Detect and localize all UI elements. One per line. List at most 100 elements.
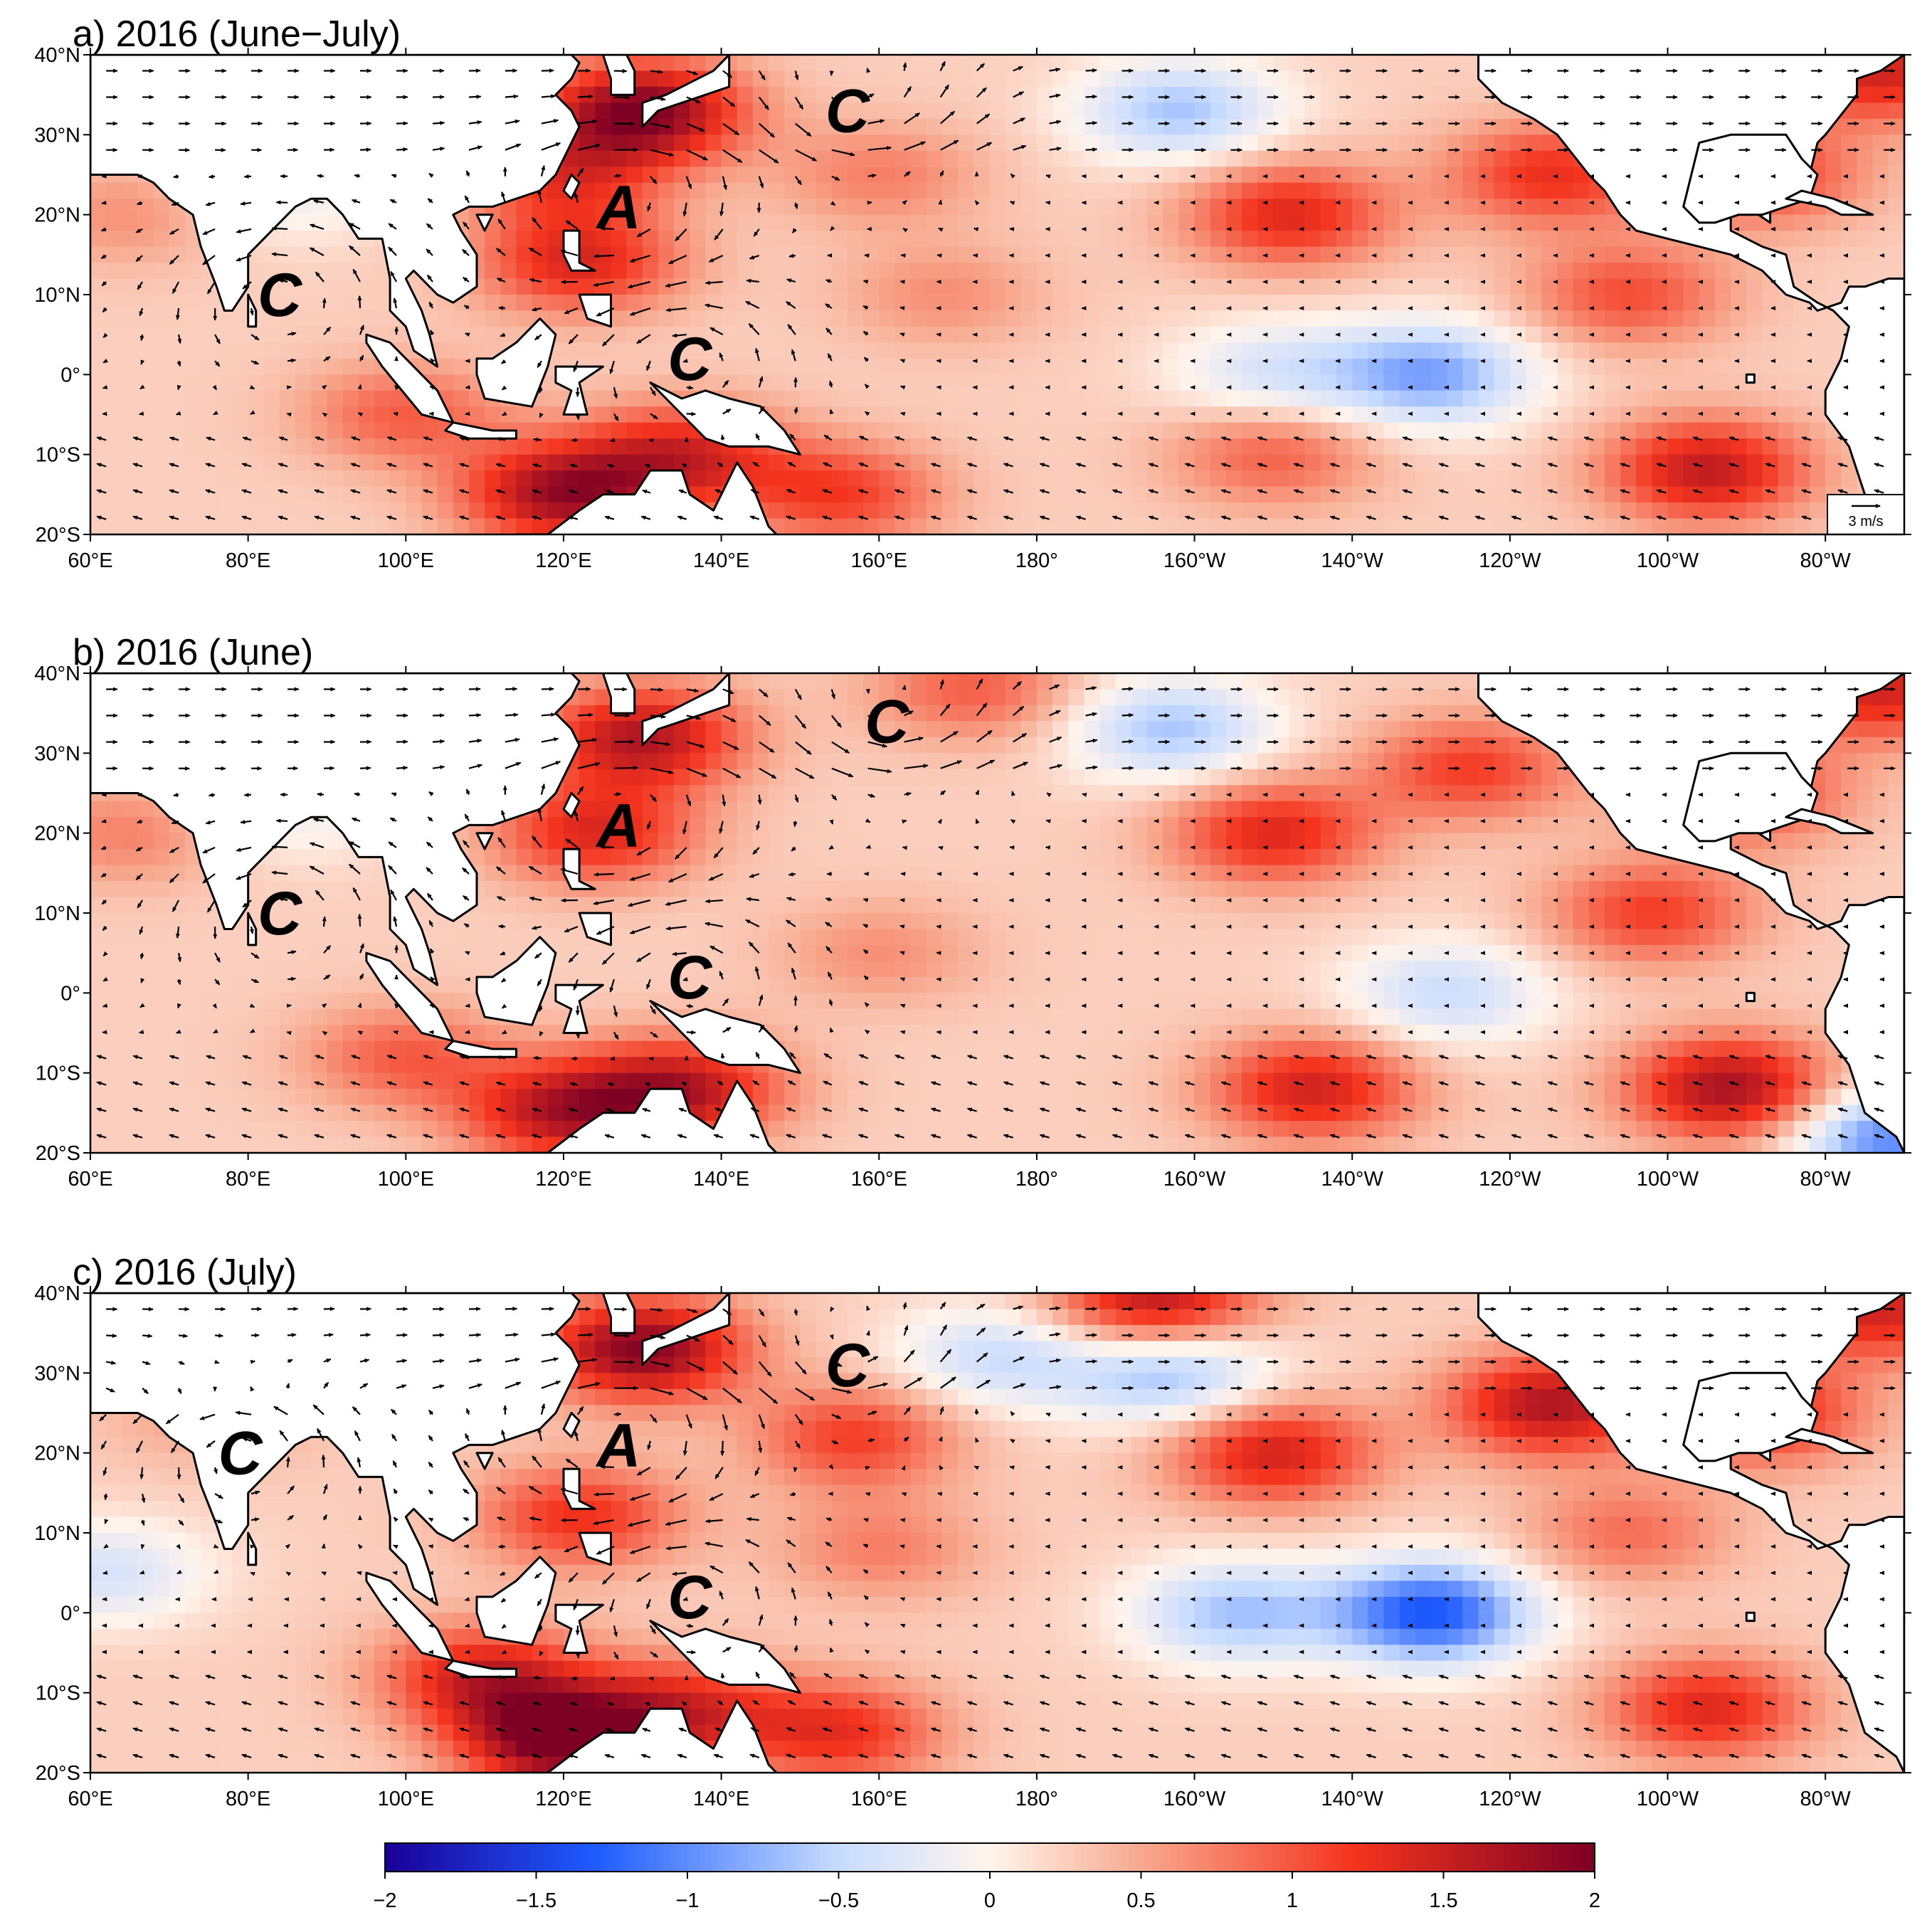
heat-cell: [752, 263, 770, 280]
heat-cell: [752, 86, 770, 104]
heat-cell: [894, 134, 912, 152]
heat-cell: [358, 454, 375, 472]
heat-cell: [847, 326, 865, 344]
heat-cell: [1857, 150, 1874, 168]
heat-cell: [122, 182, 139, 200]
heat-cell: [1746, 310, 1763, 327]
heat-cell: [863, 454, 880, 472]
heat-cell: [216, 374, 233, 391]
heat-cell: [1320, 518, 1338, 534]
heat-cell: [815, 721, 833, 738]
heat-cell: [1131, 231, 1149, 248]
heat-cell: [1052, 438, 1070, 455]
heat-cell: [153, 486, 170, 504]
heat-cell: [1573, 342, 1590, 359]
heat-cell: [263, 438, 280, 455]
heat-cell: [327, 470, 344, 487]
heat-cell: [1557, 310, 1574, 327]
heat-cell: [1147, 486, 1164, 504]
heat-cell: [1147, 705, 1164, 722]
heat-cell: [485, 326, 502, 344]
heat-cell: [406, 422, 423, 440]
heat-cell: [169, 326, 186, 344]
wind-arrow: [936, 359, 941, 364]
heat-cell: [894, 55, 912, 72]
heat-cell: [595, 86, 612, 104]
heat-cell: [941, 705, 959, 722]
heat-cell: [989, 342, 1006, 359]
heat-cell: [1494, 310, 1511, 327]
heat-cell: [1368, 705, 1385, 722]
heat-cell: [926, 486, 943, 504]
heat-cell: [800, 231, 817, 248]
heat-cell: [879, 182, 896, 200]
heat-cell: [1462, 705, 1479, 722]
heat-cell: [185, 295, 202, 312]
heat-cell: [1352, 454, 1369, 472]
heat-cell: [989, 705, 1006, 722]
heat-cell: [800, 214, 817, 232]
heat-cell: [1810, 231, 1827, 248]
heat-cell: [1131, 182, 1149, 200]
heat-cell: [1872, 167, 1889, 184]
heat-cell: [1478, 342, 1495, 359]
heat-cell: [1225, 150, 1243, 168]
heat-cell: [1336, 689, 1353, 706]
heat-cell: [958, 518, 975, 534]
heat-cell: [1115, 310, 1132, 327]
heat-cell: [863, 134, 880, 152]
heat-cell: [847, 390, 865, 408]
heat-cell: [831, 70, 848, 88]
heat-cell: [564, 310, 581, 327]
heat-cell: [1068, 406, 1085, 423]
heat-cell: [1588, 454, 1605, 472]
heat-cell: [973, 705, 991, 722]
heat-cell: [1147, 673, 1164, 690]
heat-cell: [1526, 310, 1543, 327]
heat-cell: [1699, 326, 1716, 344]
heat-cell: [122, 295, 139, 312]
heat-cell: [1336, 326, 1353, 344]
heat-cell: [1415, 102, 1432, 120]
heat-cell: [547, 454, 564, 472]
heat-cell: [847, 737, 865, 754]
heat-cell: [201, 438, 218, 455]
heat-cell: [547, 278, 564, 295]
heat-cell: [1352, 705, 1369, 722]
heat-cell: [958, 214, 975, 232]
heat-cell: [532, 263, 549, 280]
heat-cell: [1052, 246, 1070, 264]
heat-cell: [516, 438, 533, 455]
heat-cell: [595, 199, 612, 216]
heat-cell: [1667, 295, 1684, 312]
heat-cell: [1383, 689, 1400, 706]
heat-cell: [90, 246, 107, 264]
heat-cell: [1368, 422, 1385, 440]
heat-cell: [910, 486, 927, 504]
heat-cell: [1526, 406, 1543, 423]
heat-cell: [1084, 86, 1101, 104]
heat-cell: [611, 182, 628, 200]
heat-cell: [1462, 358, 1479, 376]
heat-cell: [831, 134, 848, 152]
heat-cell: [863, 310, 880, 327]
heat-cell: [1099, 102, 1117, 120]
heat-cell: [926, 470, 943, 487]
heat-cell: [1825, 214, 1842, 232]
heat-cell: [1573, 182, 1590, 200]
heat-cell: [1793, 246, 1810, 264]
heat-cell: [595, 263, 612, 280]
heat-cell: [1810, 246, 1827, 264]
heat-cell: [1778, 310, 1795, 327]
heat-cell: [1588, 518, 1605, 534]
heat-cell: [1115, 214, 1132, 232]
heat-cell: [1447, 486, 1464, 504]
wind-arrow: [541, 68, 554, 73]
heat-cell: [327, 422, 344, 440]
heat-cell: [106, 486, 123, 504]
heat-cell: [1225, 246, 1243, 264]
heat-cell: [1178, 326, 1195, 344]
heat-cell: [1242, 102, 1259, 120]
heat-cell: [516, 454, 533, 472]
heat-cell: [1368, 342, 1385, 359]
